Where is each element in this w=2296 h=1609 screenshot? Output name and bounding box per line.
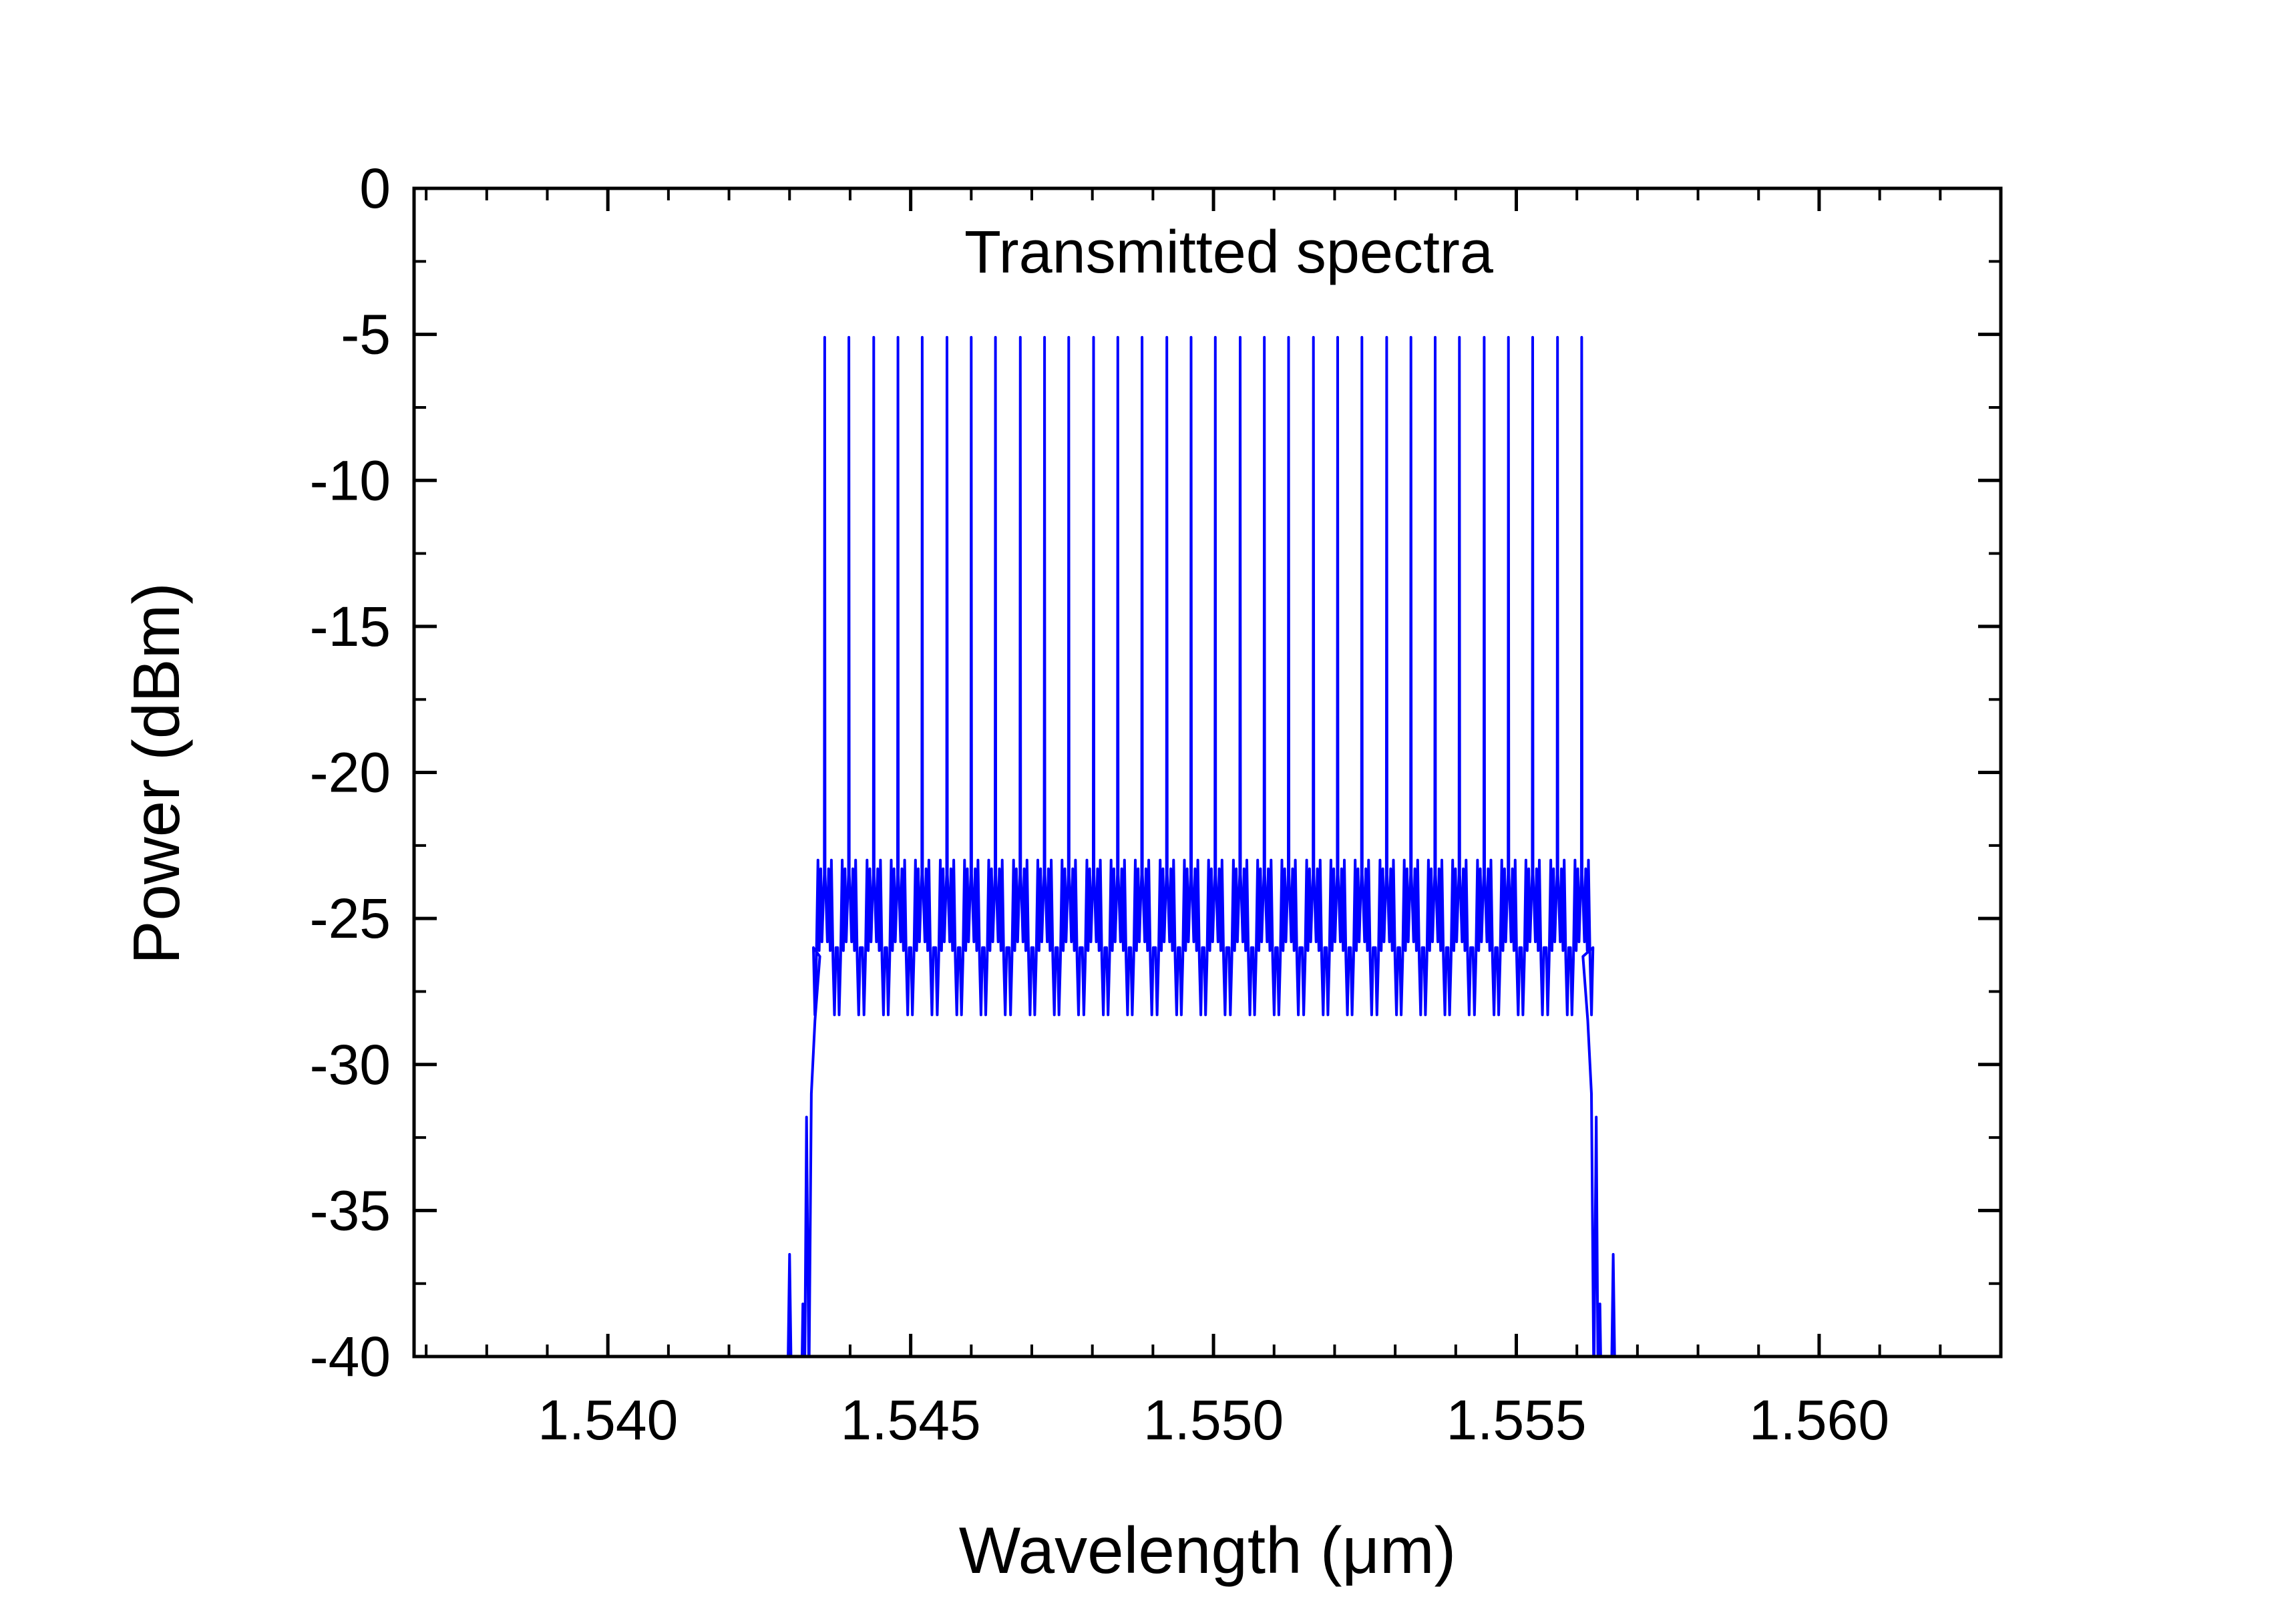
y-tick-label: -30	[310, 1033, 391, 1096]
y-tick-label: -40	[310, 1325, 391, 1388]
y-tick-label: -35	[310, 1179, 391, 1242]
y-tick-label: -20	[310, 741, 391, 804]
minor-ticks	[414, 187, 2001, 1358]
x-tick-labels: 1.540 1.545 1.550 1.555 1.560	[538, 1389, 1889, 1451]
x-tick-label: 1.560	[1749, 1389, 1889, 1451]
x-tick-label: 1.540	[538, 1389, 678, 1451]
y-axis-label: Power (dBm)	[120, 582, 193, 964]
y-tick-label: 0	[359, 157, 391, 220]
y-tick-label: -25	[310, 887, 391, 950]
x-tick-label: 1.555	[1446, 1389, 1586, 1451]
x-tick-label: 1.550	[1143, 1389, 1284, 1451]
major-ticks	[414, 186, 2001, 1359]
y-tick-label: -10	[310, 449, 391, 512]
chart-annotation: Transmitted spectra	[964, 219, 1494, 286]
x-tick-label: 1.545	[841, 1389, 981, 1451]
plot-area	[787, 336, 1616, 1357]
x-axis-label: Wavelength (μm)	[959, 1513, 1456, 1587]
spectrum-line	[787, 336, 1616, 1357]
y-tick-label: -15	[310, 595, 391, 658]
y-tick-labels: 0 -5 -10 -15 -20 -25 -30 -35 -40	[310, 157, 391, 1388]
plot-frame	[412, 186, 2003, 1359]
y-tick-label: -5	[341, 303, 391, 366]
